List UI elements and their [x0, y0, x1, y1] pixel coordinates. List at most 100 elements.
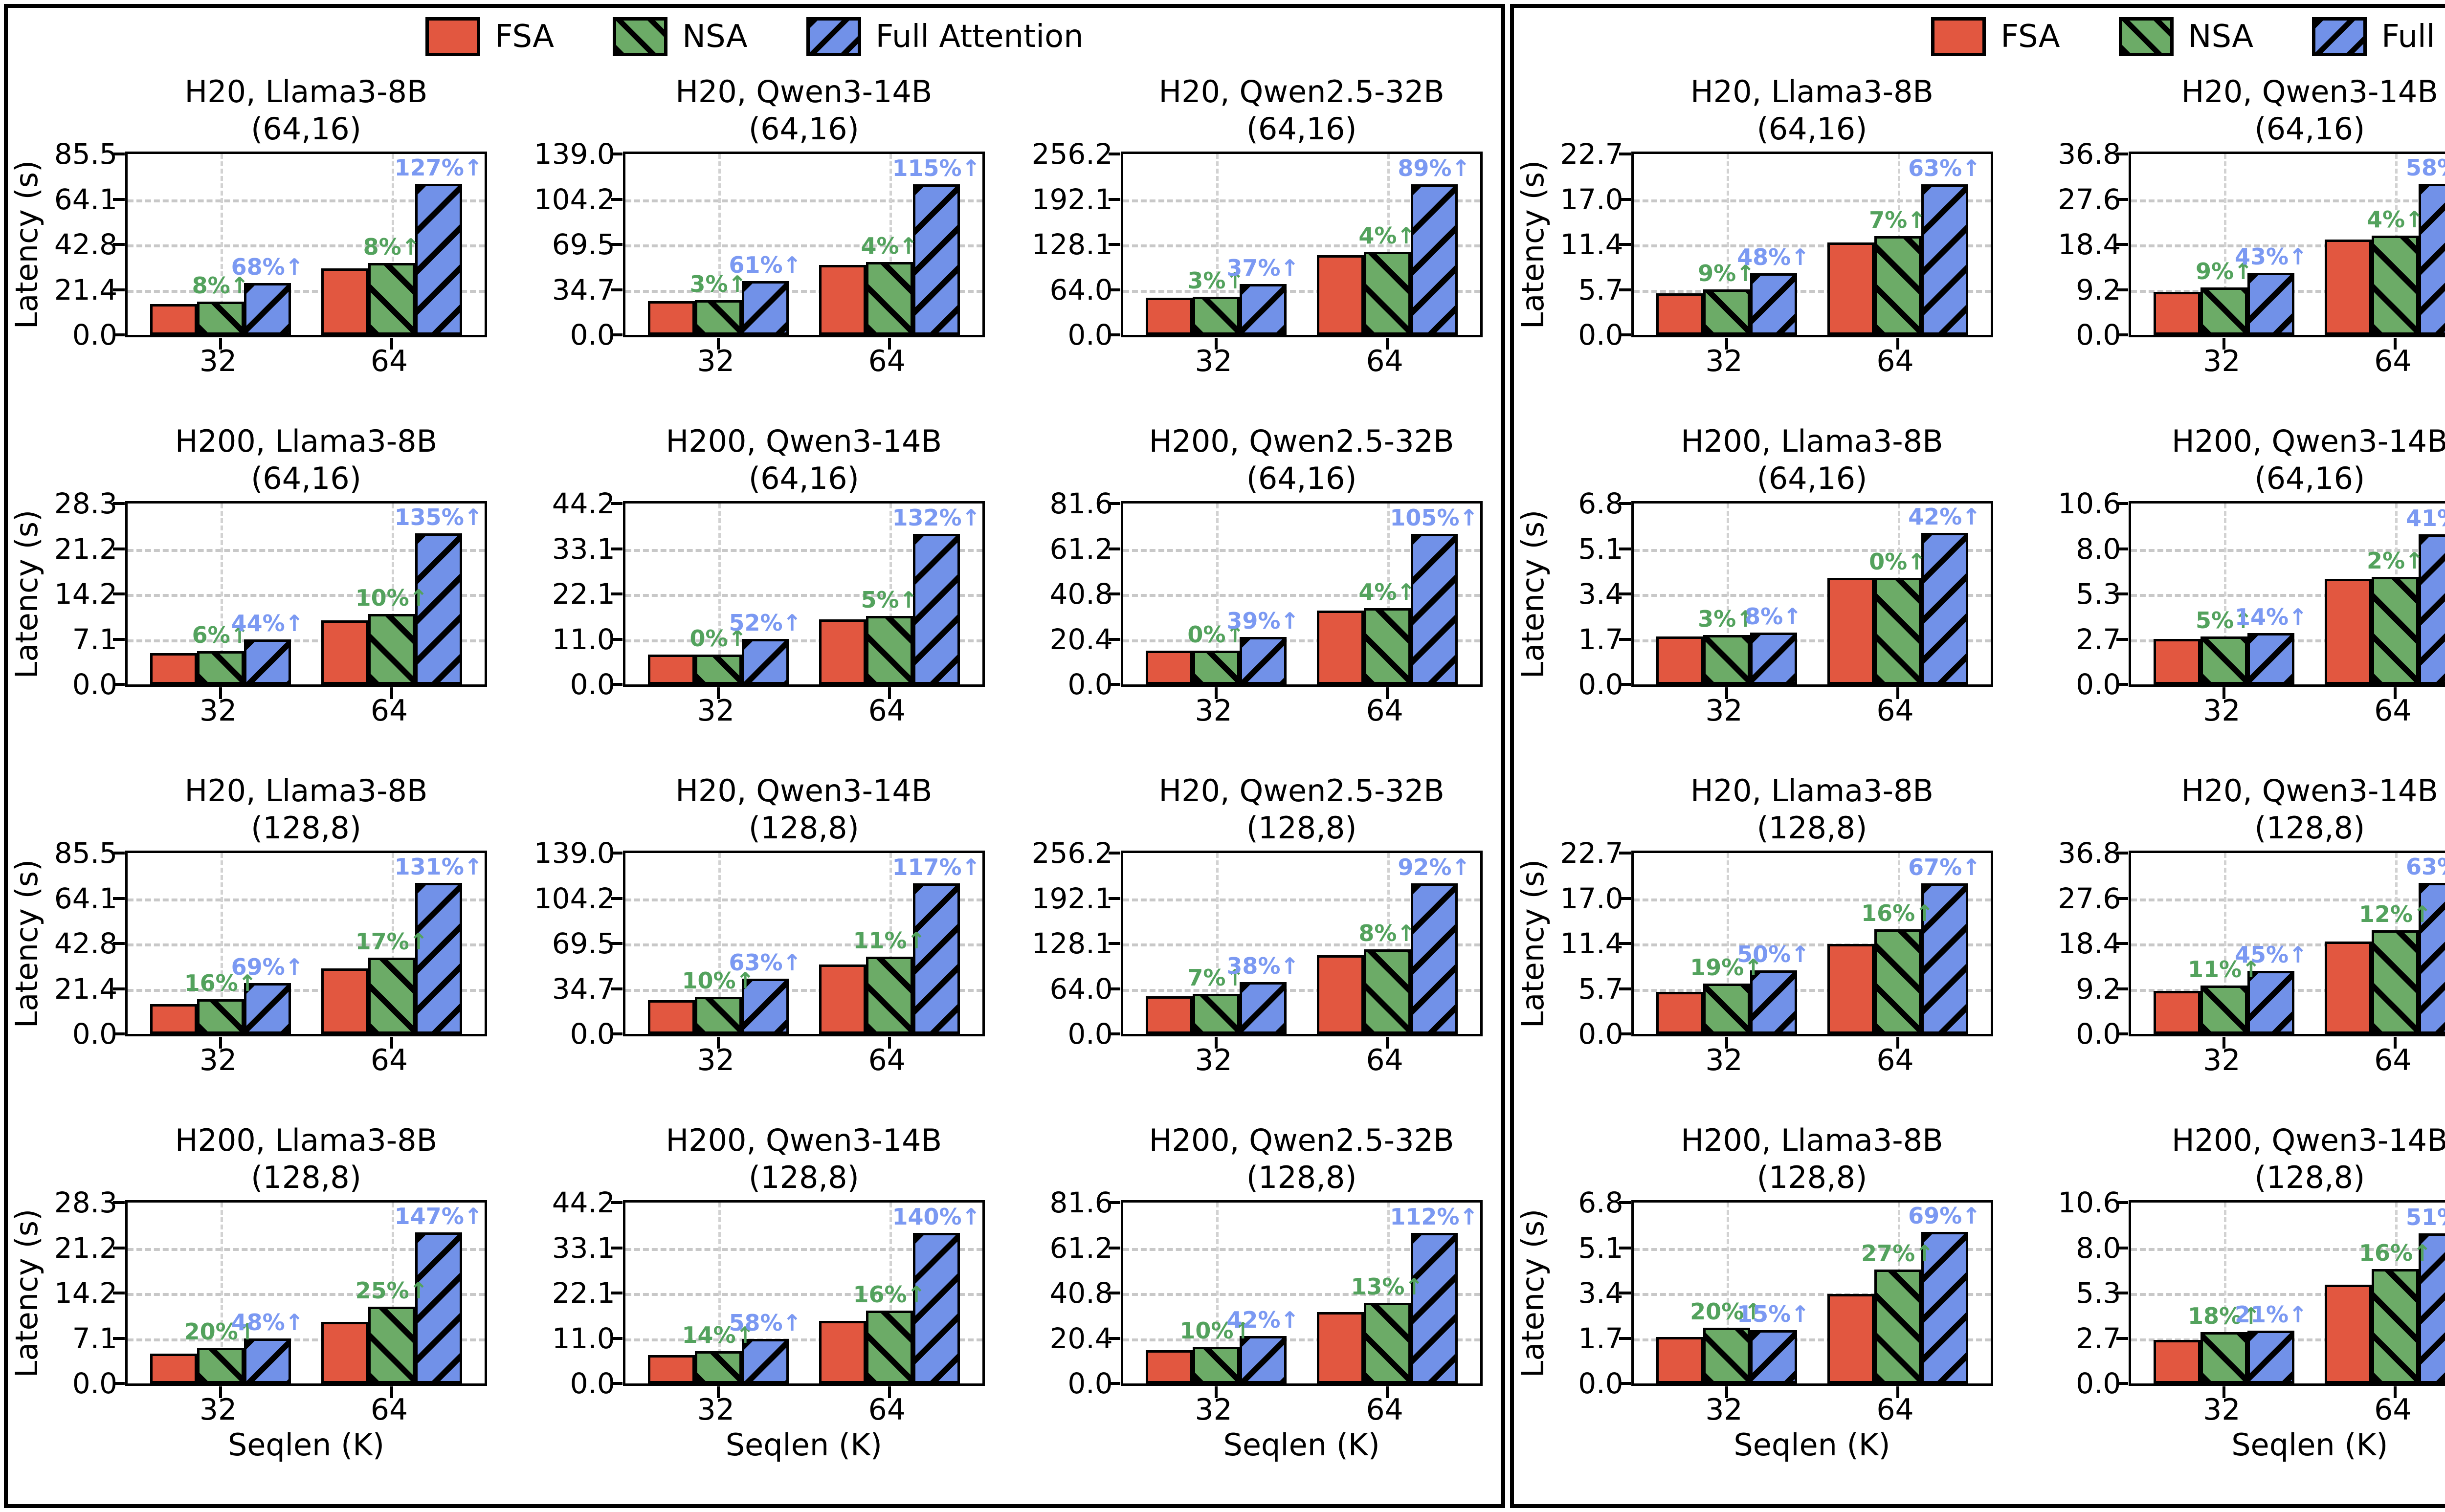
- y-axis-tick-label: 17.0: [1560, 881, 1623, 915]
- bar-full-64: [1921, 1232, 1968, 1383]
- y-tick-mark: [113, 637, 125, 641]
- subplot-title-line1: H20, Qwen3-14B: [2181, 74, 2438, 110]
- y-axis-tick-label: 0.0: [1578, 668, 1623, 701]
- y-axis-tick-label: 0.0: [570, 1367, 615, 1400]
- y-axis-label: Latency (s): [1515, 160, 1551, 329]
- y-axis-tick-label: 7.1: [72, 622, 117, 656]
- v-gridline: [718, 154, 721, 335]
- y-axis-label: Latency (s): [1515, 1208, 1551, 1378]
- subplot-title-line1: H20, Llama3-8B: [1690, 773, 1934, 809]
- h-gridline: [625, 943, 982, 946]
- bar-fsa-64: [819, 1321, 866, 1383]
- y-tick-mark: [610, 197, 622, 201]
- y-axis-tick-label: 44.2: [552, 487, 615, 520]
- y-tick-mark: [1619, 547, 1631, 550]
- h-gridline: [625, 898, 982, 901]
- x-tick-mark: [1896, 687, 1899, 699]
- bar-full-32: [1750, 633, 1797, 684]
- y-tick-mark: [610, 1201, 622, 1204]
- y-tick-mark: [610, 637, 622, 641]
- full-attention-annotation: 58%↑: [2406, 154, 2445, 181]
- x-axis-tick-label: 32: [2203, 344, 2241, 378]
- subplot-title-line1: H20, Qwen3-14B: [2181, 773, 2438, 809]
- x-axis-tick-label: 64: [2374, 344, 2412, 378]
- y-tick-mark: [113, 1337, 125, 1340]
- subplot-title: H200, Qwen3-14B (128,8): [623, 1122, 985, 1196]
- bar-fsa-64: [2325, 240, 2372, 335]
- x-axis-tick-label: 64: [1366, 344, 1403, 378]
- v-gridline: [1387, 853, 1390, 1034]
- v-gridline: [1726, 853, 1729, 1034]
- nsa-annotation: 11%↑: [853, 927, 926, 954]
- h-gridline: [625, 1293, 982, 1296]
- bar-full-64: [2419, 184, 2445, 335]
- full-attention-annotation: 48%↑: [231, 1309, 304, 1336]
- y-axis-ticks: 0.0 11.0 22.1 33.1 44.2: [544, 1188, 623, 1398]
- bar-full-64: [912, 534, 960, 684]
- full-attention-annotation: 42%↑: [1226, 1307, 1299, 1333]
- plot-area: 18%↑21%↑ 16%↑ 51%↑: [2116, 1200, 2445, 1398]
- y-axis-tick-label: 2.7: [2076, 622, 2121, 656]
- bar-nsa-32: [1703, 635, 1750, 684]
- x-axis-tick-label: 64: [1876, 694, 1914, 728]
- y-tick-mark: [610, 333, 622, 336]
- subplot-title-line1: H200, Qwen3-14B: [2172, 1122, 2445, 1158]
- subplot-title-line2: (64,16): [2254, 460, 2365, 496]
- y-axis-ticks: 0.0 34.7 69.5 104.2 139.0: [534, 839, 623, 1048]
- y-axis-tick-label: 3.4: [1578, 577, 1623, 611]
- y-axis-tick-label: 192.1: [1031, 881, 1113, 915]
- y-axis-tick-label: 28.3: [54, 1186, 117, 1219]
- h-gridline: [1633, 943, 1991, 946]
- h-gridline: [1123, 1338, 1480, 1341]
- subplot-left-r1c2: H20, Qwen3-14B (64,16) 0.0 34.7 69.5 104.2 139…: [506, 66, 1003, 415]
- h-gridline: [2131, 1248, 2445, 1251]
- y-axis-tick-label: 5.7: [1578, 273, 1623, 307]
- legend-item-nsa: NSA: [613, 17, 748, 56]
- nsa-annotation: 16%↑: [1861, 900, 1934, 926]
- subplot-title-line2: (64,16): [1246, 460, 1357, 496]
- x-axis-tick-label: 64: [2374, 1393, 2412, 1427]
- full-attention-annotation: 112%↑: [1390, 1204, 1478, 1230]
- y-tick-mark: [2116, 852, 2129, 855]
- x-tick-mark: [1385, 1386, 1389, 1398]
- y-tick-mark: [1619, 852, 1631, 855]
- x-axis-tick-label: 64: [1366, 694, 1403, 728]
- legend-right: FSA NSA Full Attention: [1514, 8, 2445, 66]
- full-attention-annotation: 135%↑: [394, 504, 483, 530]
- x-axis-tick-label: 64: [868, 344, 906, 378]
- bar-nsa-64: [1363, 1303, 1411, 1383]
- y-tick-mark: [1108, 547, 1120, 550]
- y-tick-mark: [1108, 243, 1120, 246]
- h-gridline: [2131, 898, 2445, 901]
- x-axis-tick-label: 64: [1876, 344, 1914, 378]
- y-tick-mark: [1619, 1337, 1631, 1340]
- x-tick-mark: [1385, 338, 1389, 350]
- x-axis-tick-label: 64: [1366, 1393, 1403, 1427]
- nsa-swatch-icon: [2118, 17, 2174, 56]
- bar-full-32: [2247, 971, 2295, 1034]
- y-tick-mark: [1108, 592, 1120, 595]
- subplot-title-line1: H200, Llama3-8B: [1681, 1122, 1943, 1158]
- y-tick-mark: [2116, 243, 2129, 246]
- h-gridline: [625, 244, 982, 247]
- bar-fsa-64: [2325, 1285, 2372, 1383]
- y-axis-tick-label: 9.2: [2076, 972, 2121, 1006]
- y-tick-mark: [1108, 942, 1120, 945]
- bar-fsa-32: [150, 1354, 197, 1383]
- full-attention-annotation: 42%↑: [1908, 504, 1981, 530]
- y-tick-mark: [1619, 333, 1631, 336]
- y-tick-mark: [2116, 502, 2129, 505]
- subplot-title-line2: (128,8): [1246, 810, 1357, 846]
- x-axis-ticks: 32 64: [125, 1386, 487, 1427]
- nsa-annotation: 7%↑: [1869, 207, 1926, 233]
- nsa-annotation: 0%↑: [1869, 548, 1926, 575]
- y-axis-ticks: 0.0 9.2 18.4 27.6 36.8: [2049, 839, 2129, 1048]
- subplot-right-r3c1: H20, Llama3-8B (128,8) Latency (s) 0.0 5.7 11…: [1514, 765, 2012, 1114]
- y-axis-tick-label: 64.1: [54, 182, 117, 216]
- plot-area: 3%↑ 37%↑ 4%↑ 89%↑: [1108, 152, 1483, 350]
- x-tick-mark: [888, 338, 891, 350]
- h-gridline: [2131, 1293, 2445, 1296]
- full-attention-annotation: 63%↑: [1908, 155, 1981, 181]
- subplot-right-r1c2: H20, Qwen3-14B (64,16) 0.0 9.2 18.4 27.6 36.8 9…: [2011, 66, 2445, 415]
- x-axis-tick-label: 64: [1876, 1043, 1914, 1077]
